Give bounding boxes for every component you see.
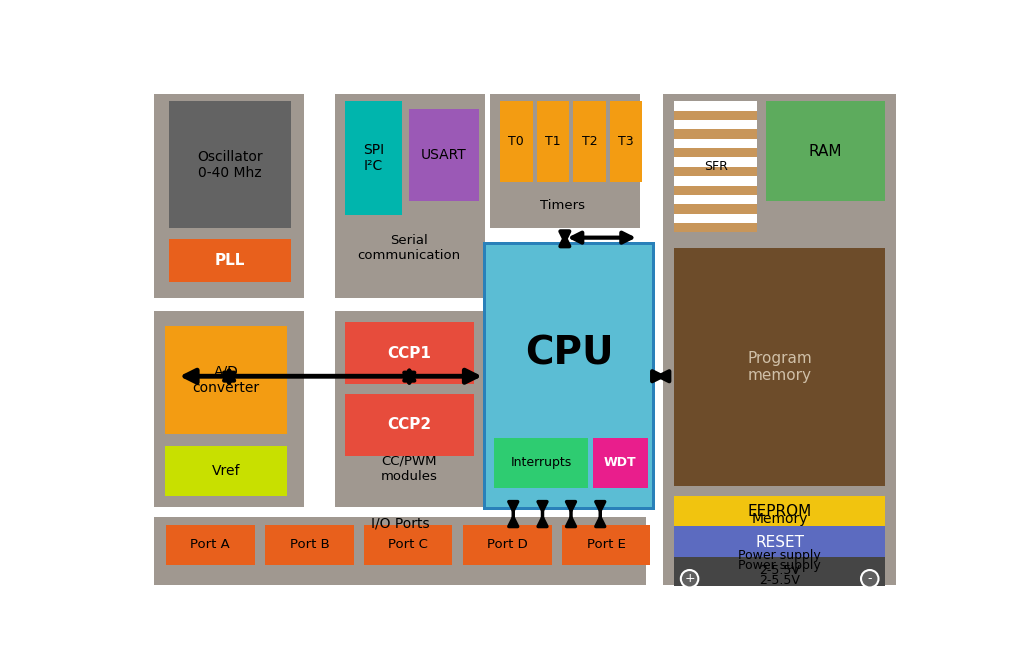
Text: Port B: Port B bbox=[290, 539, 330, 551]
FancyBboxPatch shape bbox=[674, 195, 758, 204]
Text: Interrupts: Interrupts bbox=[510, 456, 571, 469]
Text: RESET: RESET bbox=[755, 535, 804, 550]
FancyBboxPatch shape bbox=[169, 239, 291, 281]
FancyBboxPatch shape bbox=[766, 101, 885, 201]
Text: Program
memory: Program memory bbox=[748, 351, 812, 383]
FancyBboxPatch shape bbox=[165, 446, 287, 495]
Text: Oscillator
0-40 Mhz: Oscillator 0-40 Mhz bbox=[197, 150, 263, 180]
FancyBboxPatch shape bbox=[490, 94, 640, 228]
Text: RAM: RAM bbox=[809, 144, 842, 159]
Text: T0: T0 bbox=[509, 135, 524, 148]
FancyBboxPatch shape bbox=[664, 94, 896, 533]
FancyBboxPatch shape bbox=[573, 101, 605, 182]
Text: -: - bbox=[867, 573, 872, 585]
FancyBboxPatch shape bbox=[609, 101, 642, 182]
Text: Memory: Memory bbox=[752, 511, 808, 526]
Text: Serial
communication: Serial communication bbox=[357, 233, 461, 261]
FancyBboxPatch shape bbox=[345, 323, 474, 384]
FancyBboxPatch shape bbox=[664, 517, 896, 585]
FancyBboxPatch shape bbox=[154, 311, 304, 507]
FancyBboxPatch shape bbox=[169, 101, 291, 228]
FancyBboxPatch shape bbox=[674, 120, 758, 130]
FancyBboxPatch shape bbox=[674, 158, 758, 167]
Text: Vref: Vref bbox=[212, 464, 241, 477]
FancyBboxPatch shape bbox=[494, 438, 588, 488]
FancyBboxPatch shape bbox=[593, 438, 648, 488]
FancyBboxPatch shape bbox=[410, 109, 478, 201]
Text: CC/PWM
modules: CC/PWM modules bbox=[381, 455, 437, 483]
Text: T1: T1 bbox=[546, 135, 561, 148]
Text: A/D
converter: A/D converter bbox=[193, 365, 260, 395]
Text: T3: T3 bbox=[617, 135, 634, 148]
FancyBboxPatch shape bbox=[165, 327, 287, 434]
Text: CCP2: CCP2 bbox=[387, 417, 431, 432]
FancyBboxPatch shape bbox=[154, 517, 646, 585]
Text: PLL: PLL bbox=[215, 253, 245, 268]
Text: CCP1: CCP1 bbox=[387, 346, 431, 360]
Text: I/O Ports: I/O Ports bbox=[371, 516, 429, 530]
FancyBboxPatch shape bbox=[166, 525, 255, 565]
Text: Power supply
2-5.5V: Power supply 2-5.5V bbox=[738, 549, 821, 577]
FancyBboxPatch shape bbox=[674, 495, 885, 528]
FancyBboxPatch shape bbox=[483, 242, 655, 510]
Text: Port C: Port C bbox=[388, 539, 428, 551]
FancyBboxPatch shape bbox=[265, 525, 354, 565]
FancyBboxPatch shape bbox=[674, 557, 885, 587]
Text: EEPROM: EEPROM bbox=[748, 504, 812, 519]
FancyBboxPatch shape bbox=[562, 525, 650, 565]
FancyBboxPatch shape bbox=[130, 80, 920, 592]
Text: SPI
I²C: SPI I²C bbox=[362, 143, 384, 174]
FancyBboxPatch shape bbox=[674, 247, 885, 486]
Text: T2: T2 bbox=[582, 135, 597, 148]
FancyBboxPatch shape bbox=[674, 101, 758, 232]
FancyBboxPatch shape bbox=[335, 311, 484, 507]
Text: USART: USART bbox=[421, 148, 467, 162]
FancyBboxPatch shape bbox=[500, 101, 532, 182]
FancyBboxPatch shape bbox=[486, 245, 652, 507]
FancyBboxPatch shape bbox=[345, 101, 402, 215]
Text: Port E: Port E bbox=[587, 539, 626, 551]
FancyBboxPatch shape bbox=[674, 101, 758, 110]
FancyBboxPatch shape bbox=[463, 525, 552, 565]
Text: Power supply
2-5.5V: Power supply 2-5.5V bbox=[738, 559, 821, 587]
FancyBboxPatch shape bbox=[674, 176, 758, 186]
FancyBboxPatch shape bbox=[154, 94, 304, 298]
FancyBboxPatch shape bbox=[674, 213, 758, 223]
FancyBboxPatch shape bbox=[674, 139, 758, 148]
Text: Port A: Port A bbox=[190, 539, 230, 551]
FancyBboxPatch shape bbox=[364, 525, 453, 565]
Text: SFR: SFR bbox=[703, 160, 728, 174]
FancyBboxPatch shape bbox=[335, 94, 484, 298]
Text: WDT: WDT bbox=[604, 456, 637, 469]
FancyBboxPatch shape bbox=[674, 527, 885, 559]
Text: Timers: Timers bbox=[540, 199, 585, 212]
Text: +: + bbox=[684, 573, 695, 585]
FancyBboxPatch shape bbox=[345, 394, 474, 456]
Text: Port D: Port D bbox=[487, 539, 527, 551]
Text: CPU: CPU bbox=[524, 334, 613, 372]
FancyBboxPatch shape bbox=[538, 101, 569, 182]
